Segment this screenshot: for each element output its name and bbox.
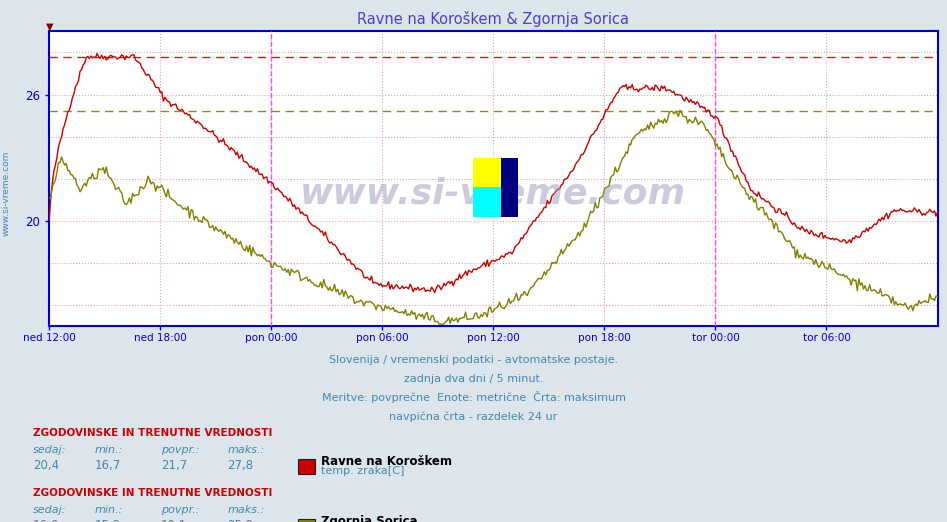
- Text: maks.:: maks.:: [227, 505, 264, 515]
- Text: ZGODOVINSKE IN TRENUTNE VREDNOSTI: ZGODOVINSKE IN TRENUTNE VREDNOSTI: [33, 488, 273, 498]
- Text: 16,6: 16,6: [33, 519, 60, 522]
- Text: min.:: min.:: [95, 505, 123, 515]
- Text: temp. zraka[C]: temp. zraka[C]: [321, 466, 404, 476]
- Text: navpična črta - razdelek 24 ur: navpična črta - razdelek 24 ur: [389, 411, 558, 422]
- Text: ZGODOVINSKE IN TRENUTNE VREDNOSTI: ZGODOVINSKE IN TRENUTNE VREDNOSTI: [33, 428, 273, 438]
- Bar: [474, 158, 501, 187]
- Text: sedaj:: sedaj:: [33, 445, 66, 455]
- Bar: [501, 158, 518, 217]
- Bar: [474, 187, 501, 217]
- Text: www.si-vreme.com: www.si-vreme.com: [300, 176, 687, 210]
- Text: maks.:: maks.:: [227, 445, 264, 455]
- Text: povpr.:: povpr.:: [161, 445, 200, 455]
- Text: 25,2: 25,2: [227, 519, 254, 522]
- Text: Zgornja Sorica: Zgornja Sorica: [321, 515, 418, 522]
- Text: www.si-vreme.com: www.si-vreme.com: [1, 150, 10, 236]
- Text: 20,4: 20,4: [33, 459, 60, 472]
- Text: 15,2: 15,2: [95, 519, 121, 522]
- Text: povpr.:: povpr.:: [161, 505, 200, 515]
- Text: min.:: min.:: [95, 445, 123, 455]
- Text: ▼: ▼: [45, 21, 53, 31]
- Text: Meritve: povprečne  Enote: metrične  Črta: maksimum: Meritve: povprečne Enote: metrične Črta:…: [321, 391, 626, 403]
- Title: Ravne na Koroškem & Zgornja Sorica: Ravne na Koroškem & Zgornja Sorica: [357, 11, 630, 27]
- Text: sedaj:: sedaj:: [33, 505, 66, 515]
- Text: 27,8: 27,8: [227, 459, 254, 472]
- Text: zadnja dva dni / 5 minut.: zadnja dva dni / 5 minut.: [403, 374, 544, 384]
- Text: 21,7: 21,7: [161, 459, 188, 472]
- Text: Slovenija / vremenski podatki - avtomatske postaje.: Slovenija / vremenski podatki - avtomats…: [329, 355, 618, 365]
- Text: 16,7: 16,7: [95, 459, 121, 472]
- Text: 19,1: 19,1: [161, 519, 188, 522]
- Text: Ravne na Koroškem: Ravne na Koroškem: [321, 455, 452, 468]
